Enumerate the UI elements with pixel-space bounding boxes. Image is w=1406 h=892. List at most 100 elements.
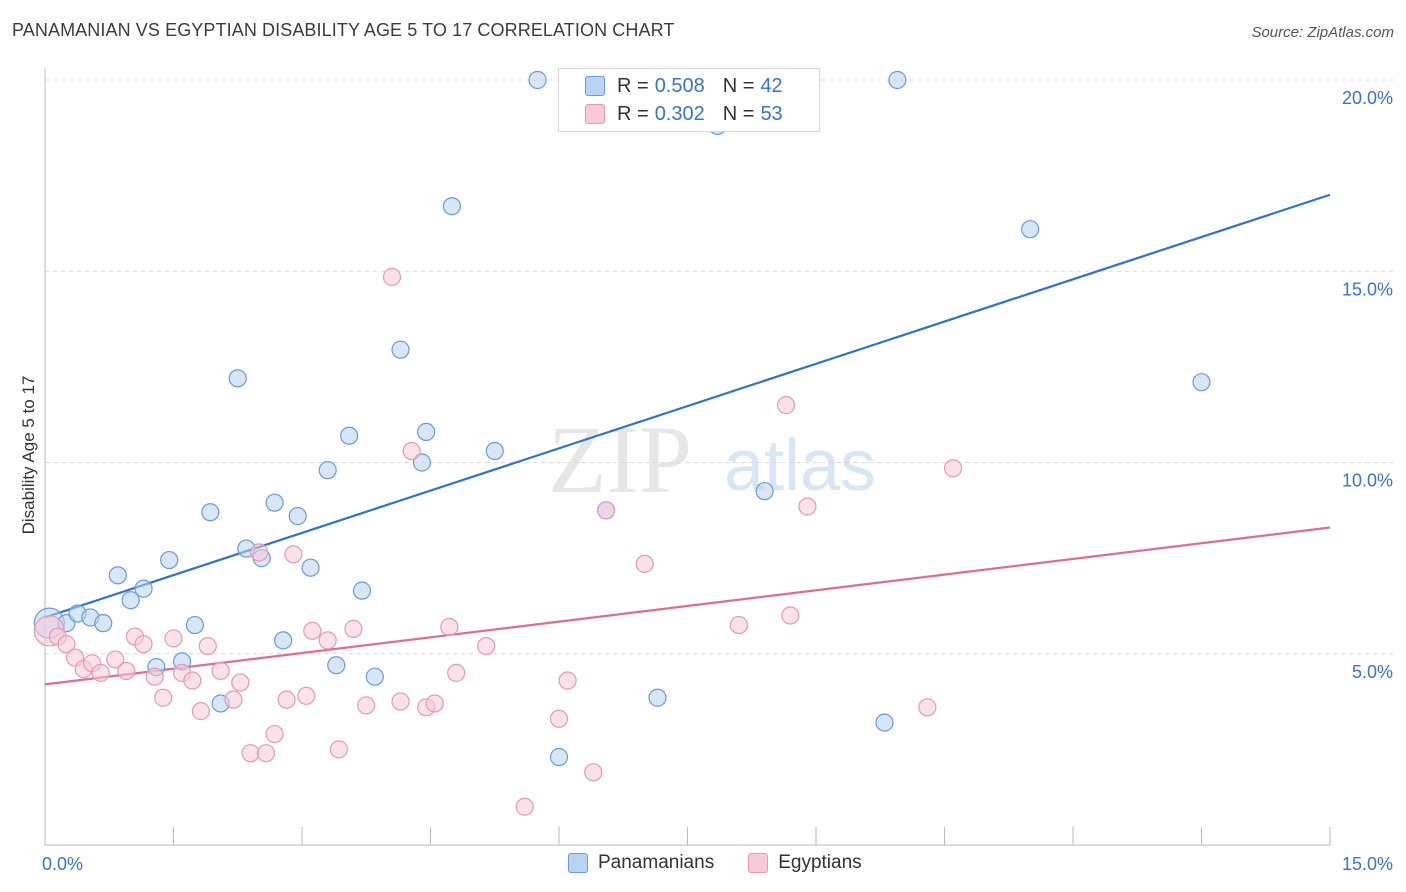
panamanian-point	[327, 656, 346, 675]
egyptian-point	[344, 619, 363, 638]
source-credit: Source: ZipAtlas.com	[1251, 24, 1394, 41]
egyptian-point	[440, 617, 459, 637]
panamanian-point	[288, 506, 307, 526]
n-label: N =	[722, 102, 755, 125]
panamanian-point	[201, 503, 220, 522]
panamanian-point	[888, 70, 907, 90]
panamanian-point	[485, 441, 504, 461]
axes	[44, 68, 1331, 846]
egyptian-point	[241, 744, 260, 763]
panamanian-point	[301, 558, 320, 577]
egyptian-point	[515, 797, 534, 816]
egyptian-point	[265, 724, 284, 744]
y-tick-label: 5.0%	[1352, 662, 1393, 682]
egyptian-point	[943, 459, 963, 478]
y-tick-label: 10.0%	[1342, 471, 1393, 491]
panamanian-point	[185, 615, 205, 635]
egyptian-point	[57, 635, 76, 654]
egyptian-point	[250, 543, 269, 562]
egyptian-point	[211, 661, 230, 681]
watermark-atlas: atlas	[724, 426, 876, 506]
n-value: 53	[760, 102, 783, 125]
egyptian-point	[303, 621, 322, 640]
egyptian-point	[798, 497, 817, 516]
panamanian-point	[442, 197, 462, 216]
egyptian-point	[918, 698, 937, 717]
n-label: N =	[722, 74, 755, 97]
r-value: 0.302	[654, 102, 705, 125]
x-tick-label: 15.0%	[1342, 854, 1393, 874]
egyptian-point	[191, 702, 211, 721]
panamanian-point	[417, 422, 436, 441]
egyptian-point	[297, 686, 316, 705]
panamanian-point	[1021, 220, 1040, 239]
egyptian-point	[134, 635, 153, 654]
egyptian-point	[402, 441, 421, 461]
egyptian-point	[164, 629, 183, 648]
n-value: 42	[760, 74, 783, 97]
panamanian-point	[549, 747, 569, 767]
egyptian-point	[224, 690, 243, 709]
egyptian-point	[284, 545, 303, 564]
egyptian-point	[329, 740, 348, 759]
legend-label: Panamanians	[598, 852, 715, 873]
egyptian-point	[477, 636, 496, 656]
legend-item-panamanians[interactable]: Panamanians	[568, 852, 714, 874]
egyptian-point	[357, 696, 376, 715]
panamanian-point	[108, 566, 127, 585]
legend-label: Egyptians	[778, 852, 862, 873]
series-panamanian	[33, 70, 1211, 767]
series-legend: Panamanians Egyptians	[568, 852, 896, 874]
gridlines	[45, 79, 1395, 655]
egyptian-point	[198, 636, 217, 656]
egyptian-point	[391, 692, 410, 711]
blue-swatch-icon	[585, 76, 605, 96]
panamanian-point	[121, 591, 140, 610]
panamanian-point	[265, 493, 284, 512]
egyptian-point	[729, 615, 749, 635]
panamanian-point	[365, 667, 384, 686]
y-tick-labels: 5.0% 10.0% 15.0% 20.0%	[1342, 88, 1393, 682]
blue-swatch-icon	[568, 853, 588, 873]
egyptian-point	[231, 673, 250, 692]
egyptian-point	[635, 554, 654, 573]
series-egyptian	[33, 267, 963, 816]
egyptian-point	[776, 396, 796, 415]
panamanian-point	[875, 713, 894, 732]
panamanian-point	[1192, 373, 1211, 392]
egyptian-point	[154, 688, 173, 707]
egyptian-point	[145, 667, 164, 686]
data-points	[33, 70, 1211, 816]
panamanian-point	[412, 453, 432, 472]
egyptian-point	[117, 661, 136, 681]
legend-item-egyptians[interactable]: Egyptians	[748, 852, 862, 874]
egyptian-point	[597, 501, 616, 520]
panamanian-point	[755, 482, 774, 501]
panamanian-point	[340, 426, 359, 445]
egyptian-point	[277, 690, 296, 709]
egyptian-point	[781, 606, 800, 625]
panamanian-point	[134, 579, 153, 598]
r-label: R =	[617, 74, 649, 97]
egyptian-point	[447, 663, 466, 682]
panamanian-point	[160, 550, 179, 570]
egyptian-point	[106, 650, 125, 669]
watermark: ZIP atlas	[548, 406, 876, 513]
r-value: 0.508	[654, 74, 705, 97]
egyptian-point	[183, 671, 202, 690]
panamanian-point	[318, 461, 337, 480]
panamanian-trend-line	[44, 193, 1331, 619]
egyptian-point	[256, 744, 276, 763]
panamanian-point	[274, 631, 293, 650]
panamanian-point	[228, 369, 247, 388]
panamanian-point	[528, 70, 547, 90]
panamanian-point	[352, 581, 372, 600]
panamanian-point	[648, 688, 667, 707]
egyptian-point	[382, 267, 402, 287]
egyptian-point	[318, 631, 337, 650]
pink-swatch-icon	[585, 104, 605, 124]
r-label: R =	[617, 102, 649, 125]
panamanian-point	[391, 340, 410, 359]
watermark-zip: ZIP	[548, 406, 692, 513]
